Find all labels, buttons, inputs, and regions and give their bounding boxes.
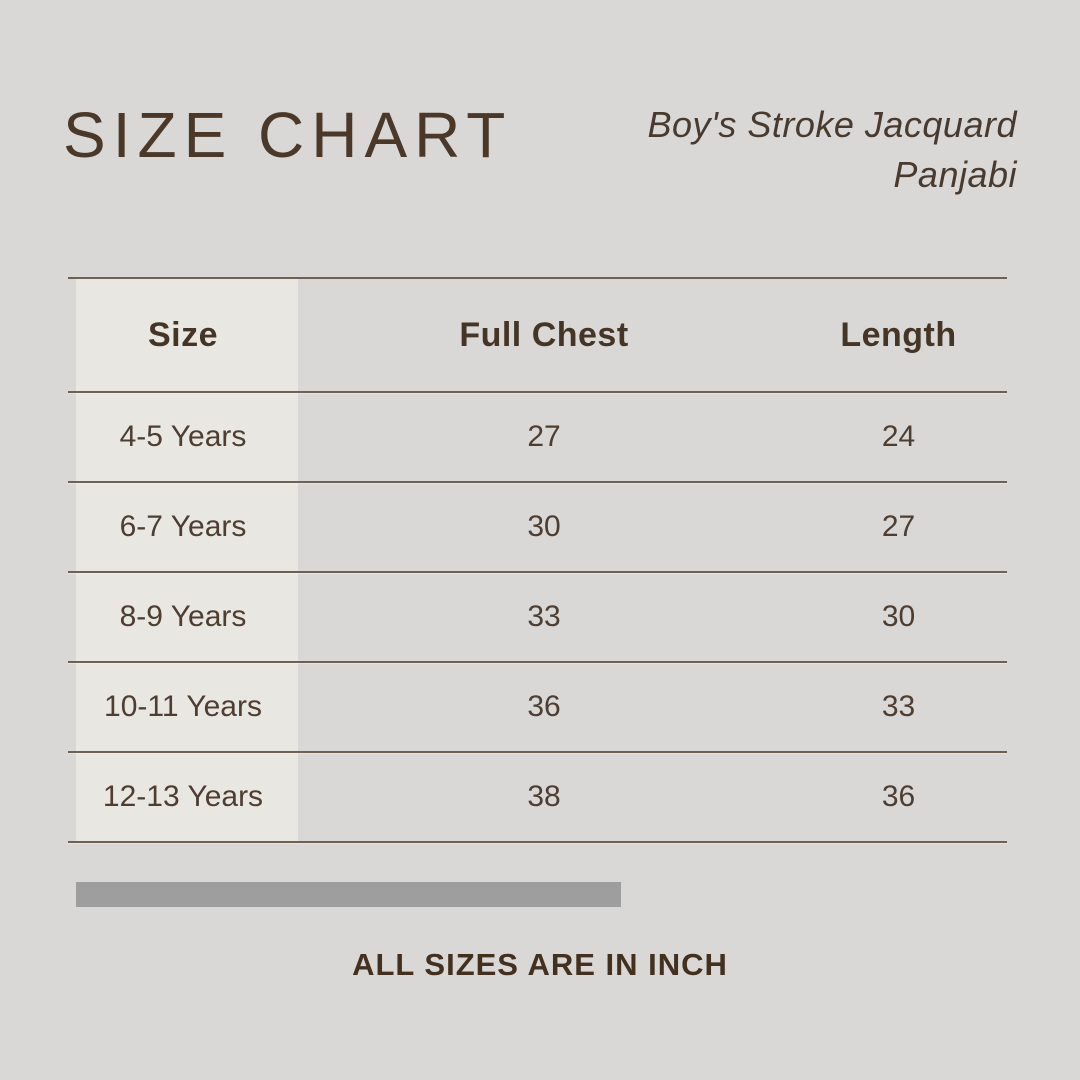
size-table: Size Full Chest Length 4-5 Years 27 24 6… [68, 277, 1007, 843]
full-chest-cell: 33 [527, 600, 561, 633]
table-row: 8-9 Years 33 30 [68, 573, 1007, 663]
full-chest-cell: 36 [527, 690, 561, 723]
table-row: 12-13 Years 38 36 [68, 753, 1007, 843]
product-name: Boy's Stroke Jacquard Panjabi [557, 100, 1017, 200]
product-name-line2: Panjabi [893, 154, 1017, 195]
column-header-size: Size [147, 315, 219, 354]
footer-accent-bar [76, 882, 621, 907]
length-cell: 24 [881, 420, 916, 453]
units-footnote: ALL SIZES ARE IN INCH [352, 947, 728, 982]
page-title: SIZE CHART [63, 99, 513, 171]
length-cell: 27 [881, 510, 916, 543]
size-cell: 12-13 Years [102, 780, 264, 813]
size-cell: 4-5 Years [119, 420, 247, 453]
column-header-full-chest: Full Chest [459, 315, 629, 354]
size-cell: 6-7 Years [119, 510, 247, 543]
product-name-line1: Boy's Stroke Jacquard [647, 104, 1017, 145]
table-header-row: Size Full Chest Length [68, 277, 1007, 393]
size-cell: 8-9 Years [119, 600, 247, 633]
full-chest-cell: 27 [527, 420, 561, 453]
full-chest-cell: 30 [527, 510, 561, 543]
length-cell: 36 [881, 780, 916, 813]
table-row: 10-11 Years 36 33 [68, 663, 1007, 753]
size-cell: 10-11 Years [104, 690, 262, 723]
length-cell: 33 [881, 690, 916, 723]
size-column-highlight [76, 277, 298, 843]
column-header-length: Length [840, 315, 957, 354]
full-chest-cell: 38 [527, 780, 561, 813]
table-row: 4-5 Years 27 24 [68, 393, 1007, 483]
table-row: 6-7 Years 30 27 [68, 483, 1007, 573]
length-cell: 30 [881, 600, 916, 633]
